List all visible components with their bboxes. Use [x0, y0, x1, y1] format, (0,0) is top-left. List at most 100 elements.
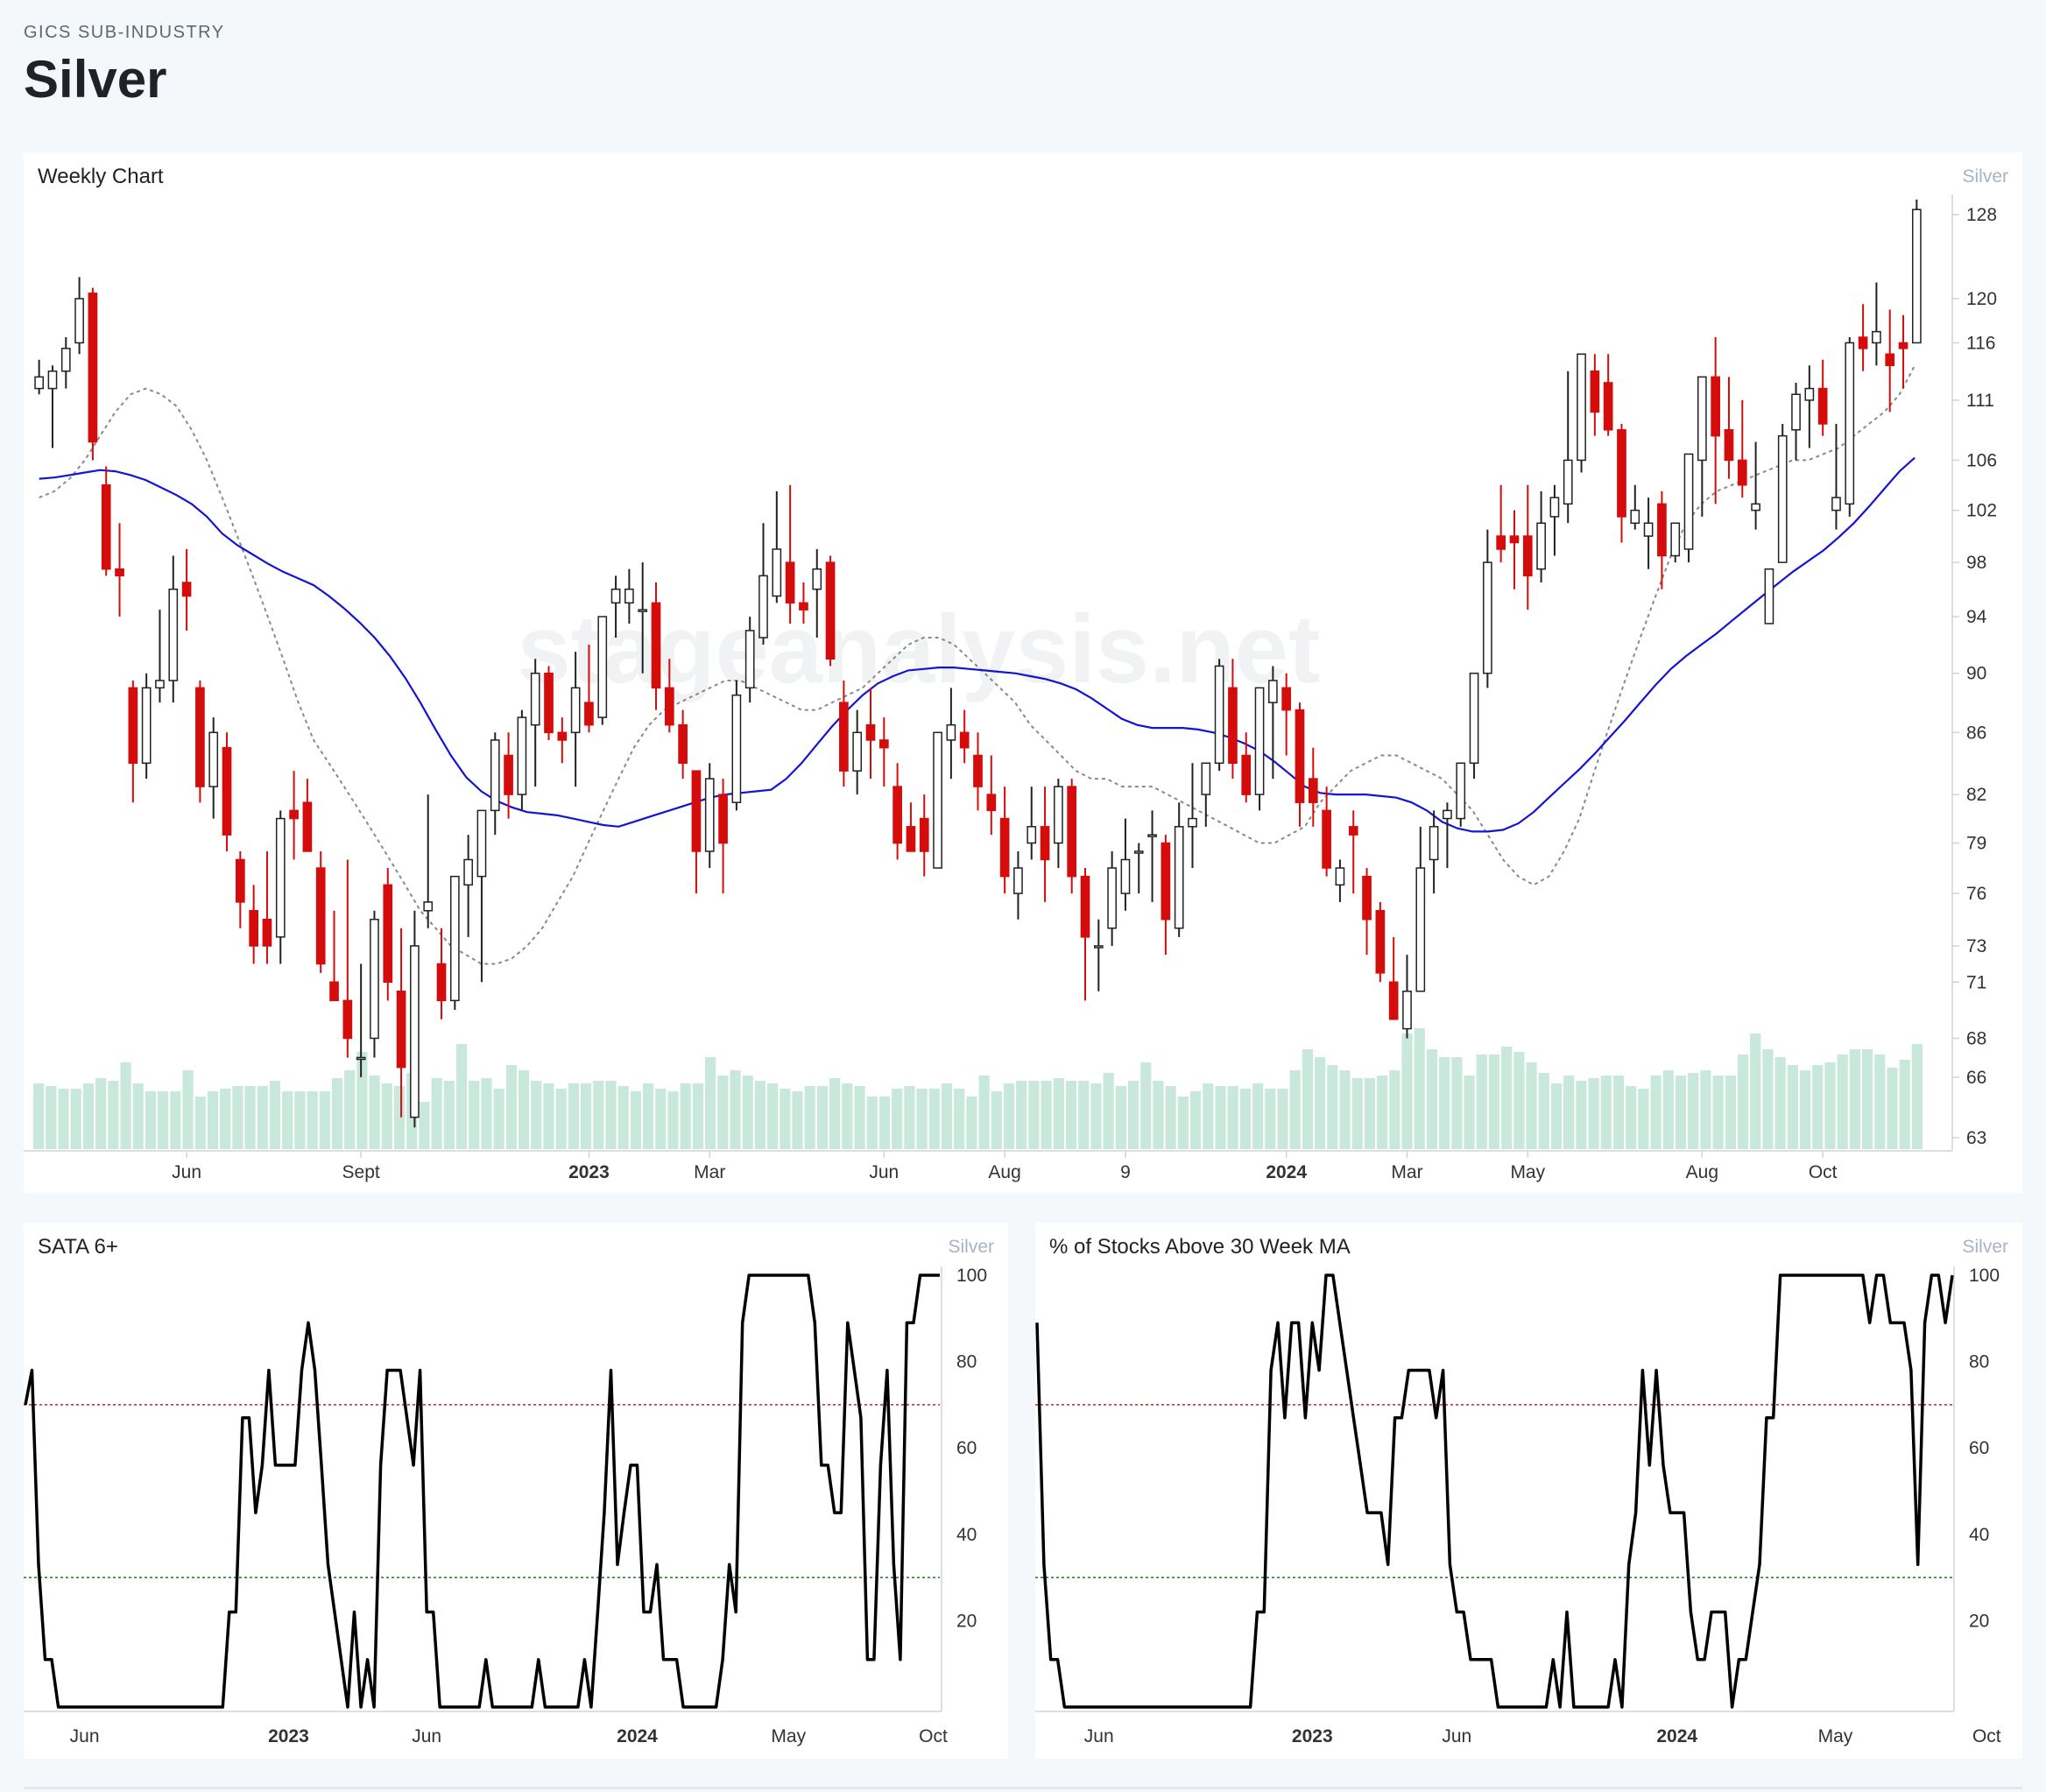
volume-bar — [1526, 1062, 1537, 1149]
x-tick-label: Jun — [70, 1726, 100, 1746]
candle-down — [1348, 826, 1358, 836]
candle-down — [1711, 376, 1721, 437]
candle-up — [1469, 672, 1479, 765]
pct30-chart-card: 100 80 60 40 20 Jun 2023 Jun 2024 May Oct % of Sto… — [1035, 1223, 2022, 1759]
volume-bar — [232, 1086, 243, 1149]
candle-down — [1858, 336, 1868, 349]
candle-up — [1751, 503, 1760, 511]
candle-up — [1670, 522, 1681, 557]
candle-down — [1241, 754, 1252, 795]
page-title: Silver — [24, 50, 167, 109]
pct30-chart-svg[interactable]: 100 80 60 40 20 Jun 2023 Jun 2024 May Oct — [1035, 1223, 2022, 1759]
volume-bar — [1003, 1083, 1015, 1149]
candle-down — [1161, 842, 1171, 921]
candle-up — [60, 348, 71, 372]
candle-up — [758, 575, 768, 638]
volume-bar — [282, 1091, 293, 1149]
volume-bar — [1899, 1060, 1910, 1149]
volume-bar — [1688, 1073, 1699, 1149]
volume-bar — [642, 1083, 654, 1149]
y-tick-label: 80 — [956, 1352, 977, 1372]
volume-bar — [1476, 1055, 1487, 1149]
x-tick-label: Aug — [988, 1162, 1020, 1182]
volume-bar — [1824, 1062, 1836, 1149]
volume-bar — [194, 1097, 206, 1149]
y-tick-label: 111 — [1966, 391, 1994, 411]
candle-down — [1362, 875, 1372, 921]
volume-bar — [804, 1086, 815, 1149]
sata-chart-svg[interactable]: 100 80 60 40 20 Jun 2023 Jun 2024 May Oct — [24, 1223, 1008, 1759]
x-tick-label: Oct — [1972, 1726, 2001, 1746]
volume-bar — [1315, 1057, 1326, 1149]
candle-up — [449, 875, 460, 1002]
candle-up — [1093, 945, 1104, 949]
candle-down — [262, 918, 272, 947]
volume-bar — [1426, 1049, 1438, 1149]
x-tick-label: 2023 — [268, 1726, 309, 1746]
candle-down — [436, 963, 447, 1002]
candle-down — [1522, 535, 1533, 577]
candle-down — [664, 687, 674, 726]
candle-down — [1281, 687, 1292, 711]
x-tick-label: May — [771, 1726, 806, 1746]
page-eyebrow: GICS SUB-INDUSTRY — [24, 23, 225, 42]
volume-bar — [916, 1089, 928, 1149]
candle-down — [1496, 535, 1506, 550]
volume-bar — [244, 1086, 256, 1149]
x-tick-label: 2024 — [617, 1726, 658, 1746]
volume-bar — [1277, 1089, 1288, 1149]
ma-10-line — [39, 364, 1916, 965]
x-tick-label: Jun — [172, 1162, 201, 1182]
volume-bar — [1787, 1065, 1798, 1149]
volume-bar — [108, 1081, 119, 1149]
volume-bar — [1638, 1089, 1649, 1149]
volume-bar — [568, 1083, 579, 1149]
candle-down — [1898, 342, 1908, 349]
candle-up — [476, 809, 487, 878]
candle-down — [1817, 387, 1828, 425]
volume-bar — [393, 1086, 406, 1149]
volume-bar — [356, 1052, 368, 1149]
volume-bar — [443, 1081, 455, 1149]
candle-up — [744, 630, 755, 689]
volume-bar — [978, 1076, 990, 1149]
volume-bar — [344, 1070, 356, 1149]
volume-bar — [829, 1078, 841, 1149]
x-tick-label: Jun — [1442, 1726, 1471, 1746]
volume-bar — [1750, 1034, 1761, 1149]
weekly-chart-svg[interactable]: stageanalysis.net 128 120 116 111 106 102 98 94 9… — [24, 152, 2022, 1193]
volume-bar — [58, 1089, 69, 1149]
candle-down — [1295, 709, 1305, 803]
x-tick-label: May — [1510, 1162, 1545, 1182]
volume-bar — [1626, 1086, 1637, 1149]
volume-bar — [1737, 1055, 1749, 1149]
volume-bar — [1414, 1028, 1425, 1149]
candle-up — [852, 731, 863, 772]
candle-up — [168, 589, 179, 681]
candle-up — [34, 376, 44, 390]
volume-bar — [1377, 1076, 1388, 1149]
volume-bar — [1861, 1049, 1873, 1149]
volume-bar — [705, 1057, 716, 1149]
weekly-chart-title: Weekly Chart — [38, 165, 164, 188]
candle-up — [1912, 208, 1922, 344]
volume-bar — [182, 1070, 194, 1149]
volume-bar — [294, 1091, 306, 1149]
volume-bar — [842, 1083, 853, 1149]
volume-bar — [1762, 1049, 1774, 1149]
candle-up — [1683, 453, 1694, 550]
bottom-divider — [24, 1787, 2022, 1789]
candle-down — [678, 723, 688, 765]
candle-down — [115, 568, 124, 577]
volume-bar — [543, 1083, 554, 1149]
volume-bar — [692, 1083, 704, 1149]
candle-up — [423, 901, 434, 912]
candle-down — [235, 858, 245, 903]
y-tick-label: 66 — [1966, 1068, 1986, 1088]
volume-bar — [655, 1089, 667, 1149]
candle-down — [1388, 981, 1399, 1020]
candle-up — [1054, 786, 1063, 844]
y-tick-label: 73 — [1966, 936, 1986, 956]
volume-bar — [220, 1089, 231, 1149]
volume-bar — [1364, 1078, 1376, 1149]
